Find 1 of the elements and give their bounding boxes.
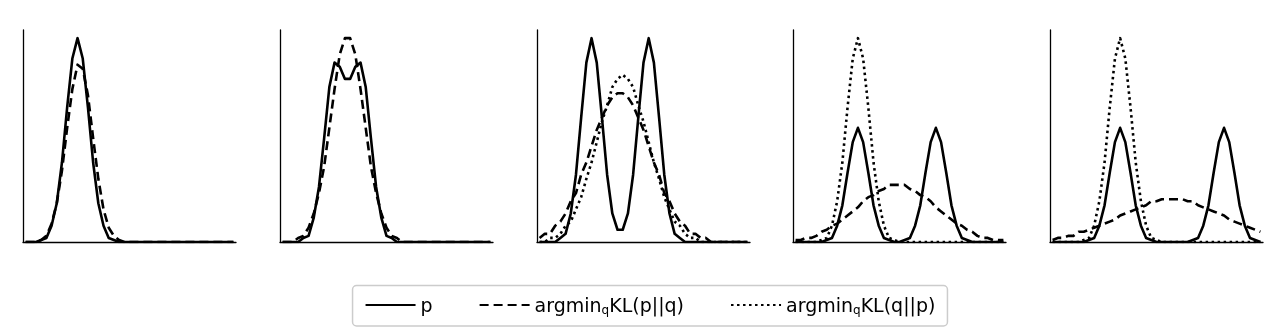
- legend-label: p: [420, 294, 433, 316]
